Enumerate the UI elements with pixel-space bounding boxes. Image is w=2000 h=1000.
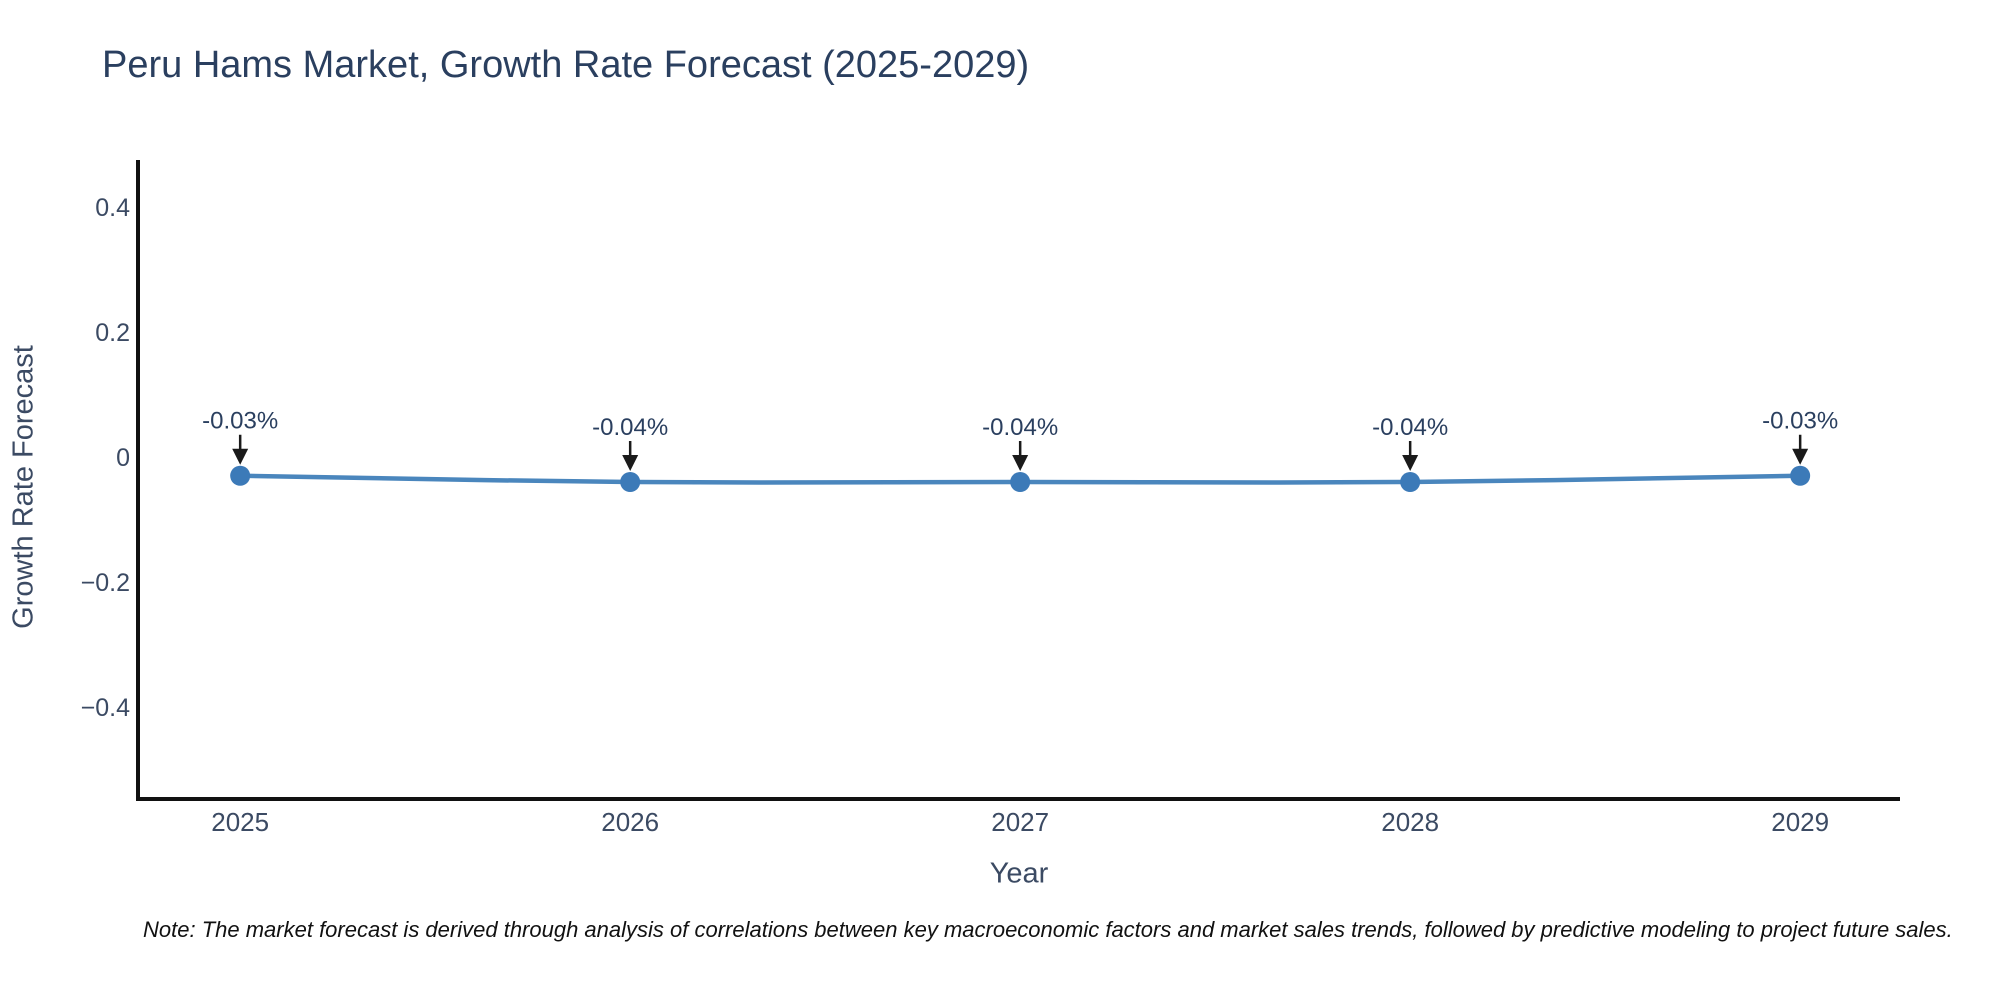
x-tick-label: 2028: [1381, 807, 1439, 837]
annotation-arrowhead-icon: [1012, 455, 1029, 472]
data-point[interactable]: [1400, 472, 1421, 493]
data-point[interactable]: [1010, 472, 1031, 493]
y-tick-label: 0: [116, 444, 130, 472]
y-tick-label: 0.2: [95, 319, 130, 347]
x-tick-label: 2025: [211, 807, 269, 837]
annotation-arrowhead-icon: [1402, 455, 1419, 472]
y-axis-title: Growth Rate Forecast: [7, 345, 40, 629]
annotation-label: -0.03%: [1762, 408, 1838, 435]
data-point[interactable]: [620, 472, 641, 493]
x-tick-label: 2027: [991, 807, 1049, 837]
annotation-label: -0.03%: [202, 408, 278, 435]
annotation-label: -0.04%: [982, 414, 1058, 441]
annotation-label: -0.04%: [1372, 414, 1448, 441]
y-tick-label: −0.2: [81, 569, 130, 597]
x-axis-title: Year: [989, 857, 1049, 890]
annotation-label: -0.04%: [592, 414, 668, 441]
y-tick-label: −0.4: [81, 694, 130, 722]
y-tick-label: 0.4: [95, 194, 130, 222]
annotation-arrowhead-icon: [622, 455, 639, 472]
data-point[interactable]: [230, 465, 251, 486]
data-point[interactable]: [1790, 465, 1811, 486]
annotation-arrowhead-icon: [1792, 448, 1809, 465]
x-tick-label: 2029: [1771, 807, 1829, 837]
chart-title: Peru Hams Market, Growth Rate Forecast (…: [102, 44, 1030, 86]
footnote-text: Note: The market forecast is derived thr…: [143, 917, 1953, 942]
x-tick-label: 2026: [601, 807, 659, 837]
annotation-arrowhead-icon: [232, 448, 249, 465]
